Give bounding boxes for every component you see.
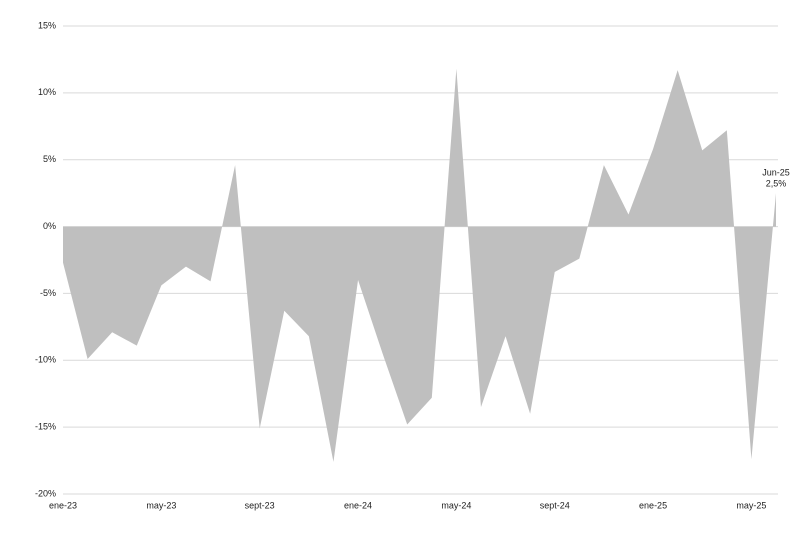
y-tick-label: -5% — [40, 288, 56, 298]
y-tick-label: 15% — [38, 20, 56, 30]
y-tick-label: -10% — [35, 355, 56, 365]
y-tick-label: 10% — [38, 87, 56, 97]
y-tick-label: -20% — [35, 488, 56, 498]
area — [63, 68, 776, 462]
x-tick-label: sept-24 — [540, 500, 570, 510]
annotation: Jun-25 — [762, 167, 790, 177]
y-tick-label: -15% — [35, 422, 56, 432]
x-tick-label: may-25 — [736, 500, 766, 510]
y-tick-label: 5% — [43, 154, 56, 164]
x-tick-label: ene-25 — [639, 500, 667, 510]
x-tick-label: ene-23 — [49, 500, 77, 510]
y-tick-label: 0% — [43, 221, 56, 231]
x-tick-label: may-23 — [146, 500, 176, 510]
x-tick-label: sept-23 — [245, 500, 275, 510]
value-label: 2,5% — [766, 178, 787, 188]
x-tick-label: may-24 — [441, 500, 471, 510]
x-tick-label: ene-24 — [344, 500, 372, 510]
